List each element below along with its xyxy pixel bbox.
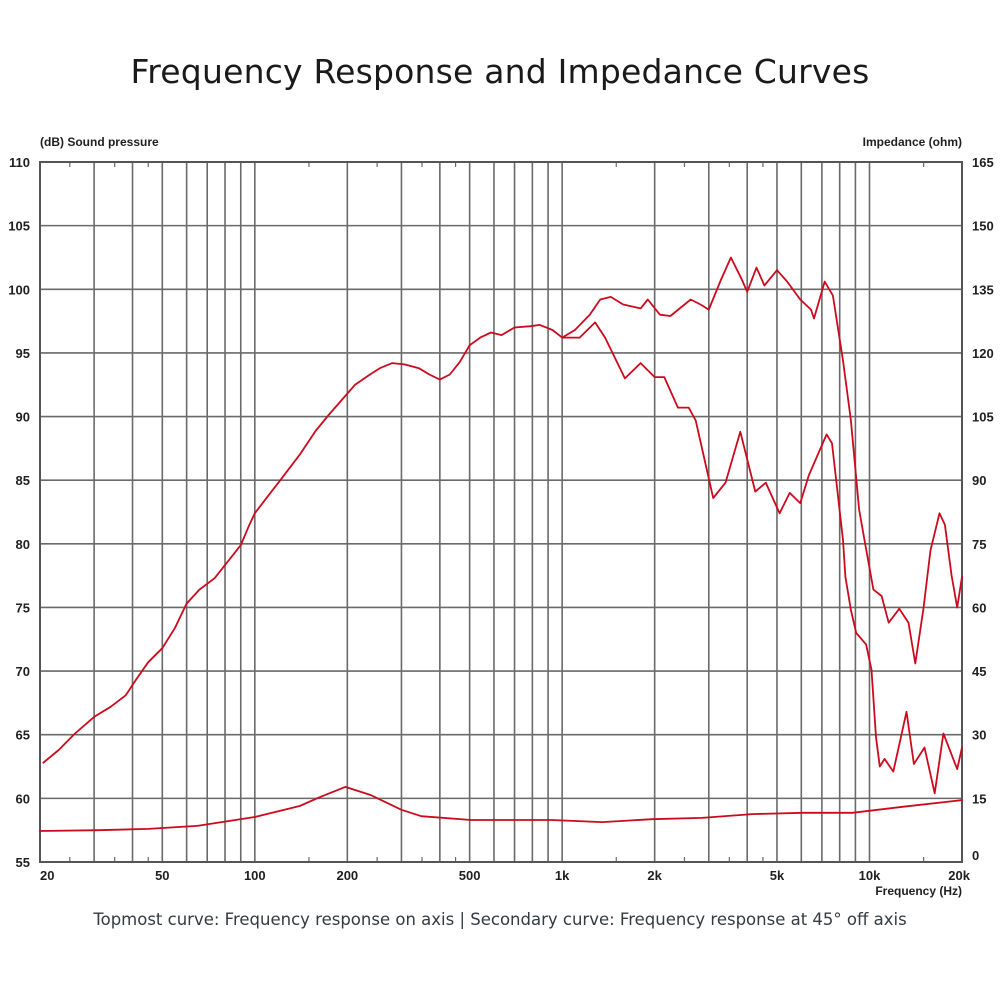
x-tick-label: 2k xyxy=(647,868,662,883)
y-tick-label: 75 xyxy=(16,600,30,615)
y-tick-label: 90 xyxy=(16,410,30,425)
x-tick-label: 50 xyxy=(155,868,169,883)
y-tick-label: 70 xyxy=(16,664,30,679)
x-tick-label: 10k xyxy=(859,868,881,883)
y-tick-label: 60 xyxy=(16,791,30,806)
y2-tick-label: 120 xyxy=(972,346,994,361)
x-tick-label: 100 xyxy=(244,868,266,883)
y2-tick-label: 30 xyxy=(972,728,986,743)
y2-tick-label: 105 xyxy=(972,410,994,425)
y2-tick-label: 135 xyxy=(972,282,994,297)
y2-tick-label: 0 xyxy=(972,848,979,863)
y-tick-label: 80 xyxy=(16,537,30,552)
y2-tick-label: 60 xyxy=(972,600,986,615)
y-tick-label: 65 xyxy=(16,728,30,743)
on-axis-response-curve xyxy=(42,256,963,764)
y-tick-label: 110 xyxy=(9,155,30,170)
gridlines xyxy=(40,162,962,862)
x-axis-label: Frequency (Hz) xyxy=(875,884,962,898)
y2-tick-label: 15 xyxy=(972,791,986,806)
y-tick-label: 100 xyxy=(8,282,30,297)
y-axis-label: (dB) Sound pressure xyxy=(40,135,159,149)
chart-title: Frequency Response and Impedance Curves xyxy=(130,52,870,91)
y2-tick-label: 90 xyxy=(972,473,986,488)
y-tick-label: 105 xyxy=(8,219,30,234)
y-tick-label: 85 xyxy=(16,473,30,488)
y2-tick-label: 45 xyxy=(972,664,986,679)
x-tick-label: 1k xyxy=(555,868,570,883)
x-tick-label: 200 xyxy=(336,868,358,883)
curves xyxy=(39,256,963,832)
y2-tick-label: 150 xyxy=(972,219,994,234)
chart-caption: Topmost curve: Frequency response on axi… xyxy=(93,910,907,929)
left-axis-ticks: 110 105 100 95 90 85 80 75 70 65 60 55 xyxy=(8,155,30,870)
x-tick-label: 20 xyxy=(40,868,54,883)
plot-frame xyxy=(39,161,963,863)
y2-tick-label: 165 xyxy=(972,155,994,170)
y2-tick-label: 75 xyxy=(972,537,986,552)
y2-axis-label: Impedance (ohm) xyxy=(863,135,962,149)
off-axis-45-response-curve xyxy=(561,321,963,795)
x-tick-label: 500 xyxy=(459,868,481,883)
y-tick-label: 55 xyxy=(16,855,30,870)
x-axis-ticks: 20 50 100 200 500 1k 2k 5k 10k 20k xyxy=(40,868,971,883)
impedance-curve xyxy=(39,786,963,832)
x-tick-label: 20k xyxy=(948,868,970,883)
y-tick-label: 95 xyxy=(16,346,30,361)
x-tick-label: 5k xyxy=(770,868,785,883)
